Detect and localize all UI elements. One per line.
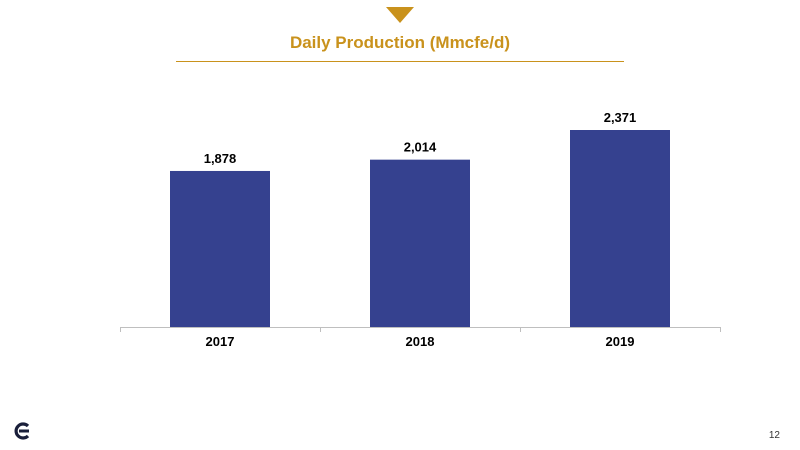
page-number: 12 xyxy=(768,430,780,441)
bar-2017 xyxy=(170,170,270,327)
data-label-2018: 2,014 xyxy=(404,140,437,155)
x-tick-label-2017: 2017 xyxy=(206,334,235,349)
bar-2018 xyxy=(370,159,470,327)
x-tick-label-2019: 2019 xyxy=(606,334,635,349)
x-tick-label-2018: 2018 xyxy=(406,334,435,349)
data-label-2019: 2,371 xyxy=(604,110,637,125)
title-divider xyxy=(176,61,624,62)
triangle-marker-icon xyxy=(386,7,414,23)
company-logo-icon xyxy=(14,422,30,440)
data-label-2017: 1,878 xyxy=(204,151,237,166)
chart-title: Daily Production (Mmcfe/d) xyxy=(289,33,511,52)
bar-2019 xyxy=(570,130,670,327)
